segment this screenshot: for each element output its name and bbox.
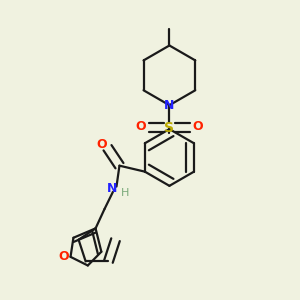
Text: O: O bbox=[193, 120, 203, 133]
Text: H: H bbox=[121, 188, 129, 198]
Text: N: N bbox=[164, 99, 175, 112]
Text: O: O bbox=[136, 120, 146, 133]
Text: O: O bbox=[59, 250, 69, 263]
Text: O: O bbox=[97, 138, 107, 151]
Text: N: N bbox=[107, 182, 117, 196]
Text: S: S bbox=[164, 121, 174, 135]
